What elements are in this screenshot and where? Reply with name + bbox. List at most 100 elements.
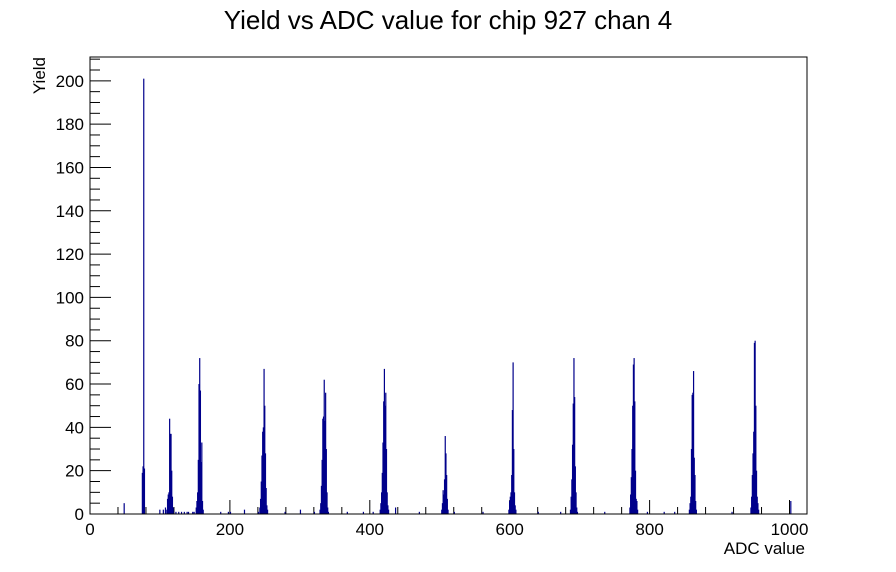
histogram-bar xyxy=(574,397,576,514)
y-tick-label: 100 xyxy=(56,288,84,307)
histogram-bar xyxy=(509,496,511,514)
histogram-bar xyxy=(195,507,197,514)
histogram-bar xyxy=(381,492,383,514)
histogram-bar xyxy=(632,405,634,514)
histogram-bar xyxy=(418,511,420,514)
histogram-bar xyxy=(441,509,443,514)
histogram-bar xyxy=(266,505,268,514)
histogram-bar xyxy=(758,509,760,514)
histogram-bar xyxy=(576,511,579,514)
histogram-bar xyxy=(201,442,203,514)
histogram-bar xyxy=(637,509,639,514)
histogram-bar xyxy=(446,475,448,514)
histogram-bar xyxy=(674,511,676,514)
histogram-bar xyxy=(322,418,324,514)
histogram-bar xyxy=(630,494,632,514)
histogram-bar xyxy=(325,449,327,514)
histogram-bar xyxy=(198,384,200,514)
x-axis-label: ADC value xyxy=(724,539,805,558)
histogram-bar xyxy=(197,492,199,514)
histogram-bar xyxy=(442,490,444,514)
histogram-bar xyxy=(444,436,446,514)
histogram-bar xyxy=(446,498,448,514)
chart-title: Yield vs ADC value for chip 927 chan 4 xyxy=(224,5,673,35)
histogram-bar xyxy=(515,509,517,514)
histogram-bar xyxy=(362,511,365,514)
histogram-bar xyxy=(327,511,330,514)
histogram-bar xyxy=(202,509,204,514)
histogram-bar xyxy=(171,496,174,514)
histogram-bar xyxy=(143,78,145,514)
histogram-bar xyxy=(262,427,264,514)
histogram-bar xyxy=(663,511,665,514)
histogram-bar xyxy=(756,496,758,514)
histogram-bar xyxy=(512,362,514,514)
histogram-bar xyxy=(166,509,168,514)
histogram-bar xyxy=(325,392,327,514)
histogram-bar xyxy=(757,503,759,514)
histogram-bar xyxy=(383,368,385,514)
x-tick-label: 600 xyxy=(496,520,524,539)
histogram-bar xyxy=(172,507,174,514)
histogram-bar xyxy=(320,485,323,514)
histogram-bar xyxy=(632,364,635,514)
histogram-bar xyxy=(201,501,204,514)
histogram-bar xyxy=(227,511,229,514)
histogram-bar xyxy=(346,511,348,514)
histogram-bar xyxy=(754,340,756,514)
histogram-bar xyxy=(168,492,170,514)
histogram-bar xyxy=(731,511,733,514)
histogram-bar xyxy=(327,507,329,514)
y-tick-label: 200 xyxy=(56,72,84,91)
histogram-bar xyxy=(753,342,756,514)
histogram-bar xyxy=(751,496,753,514)
histogram-bar xyxy=(386,492,388,514)
histogram-bar xyxy=(445,453,447,514)
histogram-bar xyxy=(631,449,633,514)
histogram-bar xyxy=(755,405,757,514)
histogram-bar xyxy=(385,449,388,514)
histogram-bar xyxy=(508,509,510,514)
x-tick-label: 1000 xyxy=(771,520,809,539)
histogram-bar xyxy=(571,444,574,514)
histogram-bar xyxy=(509,501,511,514)
histogram-bar xyxy=(755,470,758,514)
histogram-bar xyxy=(266,509,269,514)
histogram-bar xyxy=(321,459,323,514)
histogram-bar xyxy=(197,459,199,514)
histogram-bar xyxy=(635,498,637,514)
x-tick-label: 800 xyxy=(635,520,663,539)
histogram-bar xyxy=(261,455,263,514)
histogram-bar xyxy=(560,511,562,514)
histogram-bar xyxy=(169,433,171,514)
histogram-bar xyxy=(751,475,753,514)
histogram-bar xyxy=(324,420,326,514)
histogram-bar xyxy=(646,511,649,514)
histogram-bar xyxy=(171,470,173,514)
histogram-bar xyxy=(299,509,302,514)
histogram-bar xyxy=(264,405,266,514)
histogram-bar xyxy=(166,498,169,514)
histogram-bar xyxy=(576,507,578,514)
histogram-bar xyxy=(384,405,386,514)
histogram-bar xyxy=(511,410,514,514)
histogram-bar xyxy=(257,511,260,514)
histogram-bar xyxy=(634,401,636,514)
histogram-bar xyxy=(199,358,201,514)
histogram-bar xyxy=(220,511,222,514)
y-axis-label: Yield xyxy=(30,57,49,94)
histogram-bar xyxy=(259,507,261,514)
histogram-bar xyxy=(394,507,397,514)
histogram-bar xyxy=(313,511,316,514)
histogram-bar xyxy=(323,379,325,514)
histogram-bar xyxy=(574,466,576,514)
histogram-bar xyxy=(264,453,267,514)
histogram-bar xyxy=(693,457,695,514)
histogram-bar xyxy=(322,416,325,514)
y-tick-label: 0 xyxy=(75,505,84,524)
histogram-bar xyxy=(180,511,183,514)
histogram-bar xyxy=(570,496,572,514)
histogram-bar xyxy=(629,507,631,514)
histogram-bar xyxy=(752,453,754,514)
histogram-bar xyxy=(319,509,321,514)
